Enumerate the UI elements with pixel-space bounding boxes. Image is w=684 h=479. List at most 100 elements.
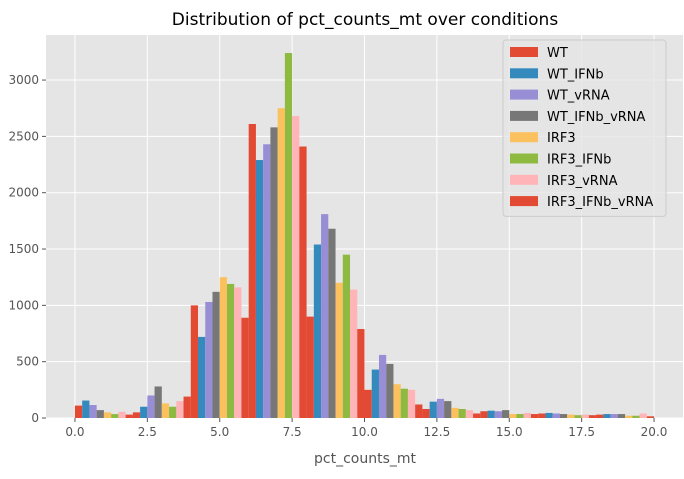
bar [89,405,97,418]
bar [74,405,83,418]
bar [552,413,560,418]
bar [219,277,227,418]
bar [588,415,597,418]
y-tick-label: 3000 [8,73,39,87]
bar [277,108,285,419]
bar [386,363,394,418]
x-axis-label: pct_counts_mt [314,451,417,467]
legend-swatch [510,47,538,57]
x-tick-label: 20.0 [641,425,668,439]
bar [234,287,242,418]
bar [422,408,430,418]
legend-swatch [510,110,538,121]
bar [190,305,199,418]
y-tick-label: 2000 [8,186,39,200]
bar [494,411,503,418]
bar [617,414,626,418]
bar [530,414,539,418]
chart-title: Distribution of pct_counts_mt over condi… [172,10,559,30]
x-tick-label: 5.0 [210,425,229,439]
bar [321,214,329,418]
legend-label: IRF3_IFNb_vRNA [547,195,653,210]
x-tick-label: 2.5 [138,425,157,439]
x-tick-label: 10.0 [351,425,378,439]
y-tick-label: 1500 [8,242,39,256]
x-tick-label: 0.0 [65,425,84,439]
bar [357,329,365,418]
bar [429,401,437,418]
bar [147,395,155,418]
bar [364,389,372,418]
legend-swatch [510,68,538,79]
bar [328,228,336,418]
bar [610,414,618,418]
bar [646,416,655,418]
bar [205,301,213,418]
bar [241,317,249,418]
bar [299,146,307,419]
bar [545,412,553,418]
bar [451,407,459,418]
bar [226,283,235,418]
bar [169,406,177,418]
bar [118,411,126,418]
bar [502,410,510,418]
bar [407,389,416,418]
bar [255,160,264,418]
x-tick-label: 15.0 [496,425,523,439]
bar [574,415,582,418]
x-tick-label: 12.5 [424,425,451,439]
bar [596,414,604,418]
bar [458,408,466,418]
bar [248,123,256,418]
bar [183,396,191,418]
bar [154,386,162,418]
bar [639,413,647,418]
legend-swatch [510,174,538,185]
bar [176,401,184,418]
axis-ticks: 0.0 2.5 5.0 7.5 10.0 12.5 15.0 17.5 20.0 0 500 1000… [8,73,667,439]
legend-swatch [510,89,538,100]
bar [603,414,611,418]
bar [82,400,90,418]
bar [436,398,445,418]
bar [270,127,278,418]
legend-label: IRF3_vRNA [547,174,618,189]
x-tick-label: 7.5 [283,425,302,439]
legend-label: WT_IFNb_vRNA [547,110,646,125]
bar [509,414,517,418]
legend-label: IRF3_IFNb [547,153,611,168]
y-tick-label: 2500 [8,129,39,143]
legend-label: WT_vRNA [547,89,610,104]
bar [632,415,640,418]
bar [487,410,495,418]
bar [313,244,322,418]
bar [263,144,271,419]
bar [306,316,314,418]
bar [559,414,568,418]
legend-label: WT [547,46,568,61]
bar [400,388,408,418]
bar [415,404,423,418]
legend-swatch [510,153,538,164]
legend-swatch [510,196,538,207]
legend: WT WT_IFNb WT_vRNA WT_IFNb_vRNA IRF3 IRF3_IFN… [502,39,667,217]
x-tick-label: 17.5 [568,425,595,439]
y-tick-label: 0 [31,411,39,425]
bar [516,414,524,418]
bar [371,369,379,418]
bar [96,410,104,418]
bar [567,414,575,418]
bar [538,413,546,418]
bar [335,282,343,418]
bar [625,415,633,418]
bar [132,412,141,418]
bar [581,414,589,418]
bar [378,354,387,418]
bar [198,336,206,418]
bar [284,53,293,418]
y-tick-label: 1000 [8,298,39,312]
bar [473,413,481,418]
